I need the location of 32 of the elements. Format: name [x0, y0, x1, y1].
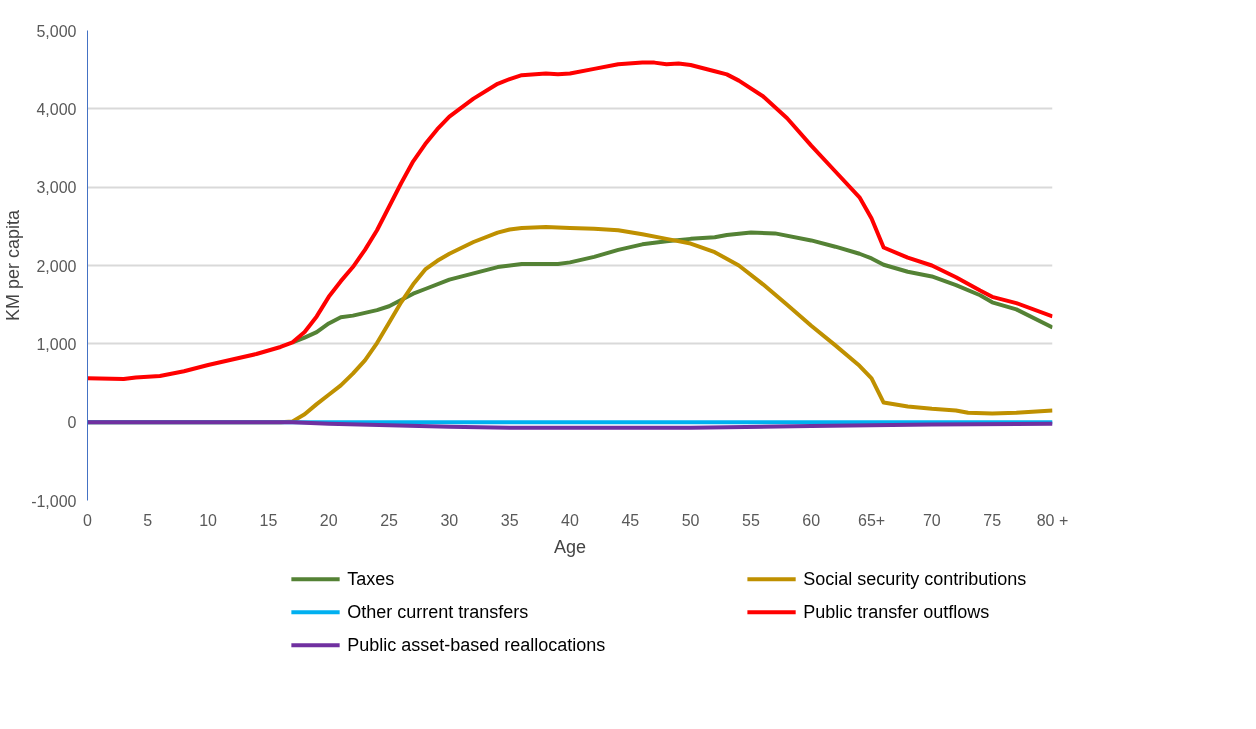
x-tick-label: 45 — [621, 511, 640, 529]
legend-label: Other current transfers — [347, 602, 529, 623]
y-tick-label: 2,000 — [36, 257, 77, 275]
y-tick-label: 3,000 — [36, 179, 77, 197]
x-tick-label: 15 — [259, 511, 278, 529]
y-axis-title: KM per capita — [3, 208, 24, 322]
y-tick-label: 5,000 — [36, 22, 77, 40]
legend-label: Public transfer outflows — [803, 602, 990, 623]
x-tick-label: 50 — [681, 511, 700, 529]
y-tick-label: 0 — [67, 414, 77, 432]
x-tick-label: 55 — [742, 511, 760, 529]
y-tick-label: 4,000 — [36, 100, 77, 118]
legend-label: Social security contributions — [803, 569, 1027, 590]
x-tick-label: 35 — [500, 511, 519, 529]
x-tick-label: 5 — [143, 511, 153, 529]
x-tick-label: 20 — [319, 511, 338, 529]
x-tick-label: 25 — [380, 511, 399, 529]
y-tick-label: -1,000 — [31, 492, 77, 510]
x-tick-label: 40 — [561, 511, 579, 529]
x-tick-label: 0 — [83, 511, 93, 529]
x-tick-label: 10 — [199, 511, 218, 529]
x-tick-label: 65+ — [857, 511, 886, 529]
x-tick-label: 30 — [440, 511, 459, 529]
x-tick-label: 70 — [922, 511, 941, 529]
legend-label: Public asset-based reallocations — [347, 635, 606, 656]
legend-label: Taxes — [347, 569, 395, 590]
x-axis-title: Age — [553, 536, 587, 557]
line-series — [87, 60, 1053, 382]
x-tick-label: 80 + — [1036, 511, 1069, 529]
x-tick-label: 60 — [802, 511, 821, 529]
x-tick-label: 75 — [983, 511, 1002, 529]
y-tick-label: 1,000 — [36, 335, 77, 353]
